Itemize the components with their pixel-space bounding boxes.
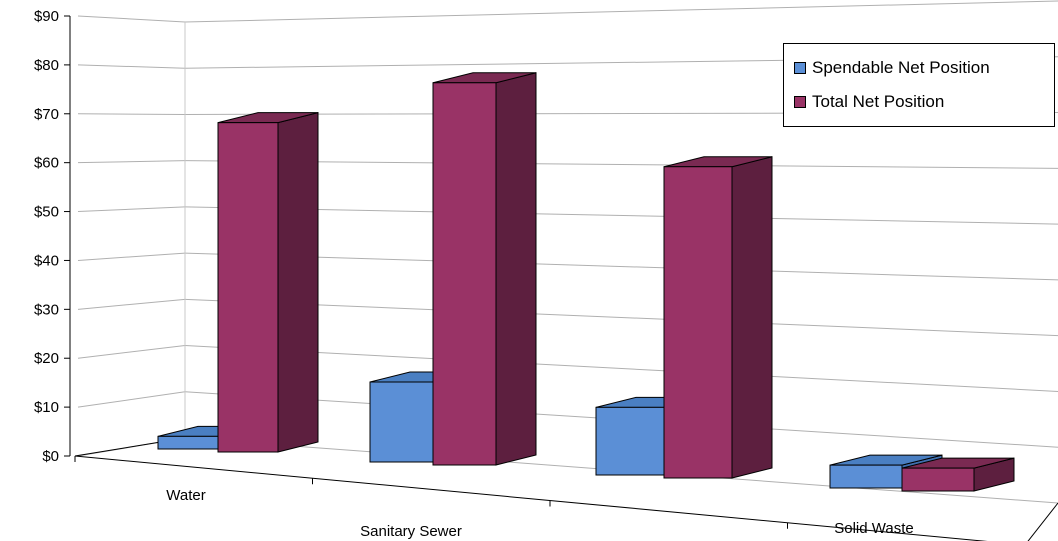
y-tick-label: $50 <box>34 204 59 221</box>
legend-label-spendable: Spendable Net Position <box>812 58 990 77</box>
x-category-label: Solid Waste <box>834 520 913 537</box>
bar-spendable-1 <box>369 381 434 463</box>
gridline-side <box>77 206 186 213</box>
bar-total-1-side <box>495 72 537 466</box>
bar-total-2 <box>663 166 733 479</box>
bar-spendable-0 <box>157 435 219 450</box>
legend-item-spendable: Spendable Net Position <box>794 56 990 80</box>
bar-total-1 <box>432 82 497 466</box>
gridline-back <box>184 206 1058 225</box>
bar-total-0 <box>217 122 279 453</box>
y-tick-label: $80 <box>34 57 59 74</box>
legend-swatch-spendable <box>794 62 806 74</box>
y-tick-label: $20 <box>34 350 59 367</box>
bar-total-0-side <box>277 112 319 453</box>
y-tick-label: $60 <box>34 155 59 172</box>
gridline-side <box>77 160 186 164</box>
gridline-back <box>184 298 1058 337</box>
legend-item-total: Total Net Position <box>794 90 944 114</box>
gridline-back <box>184 252 1058 281</box>
x-category-label: Storm Drainage <box>589 539 694 541</box>
gridline-back <box>184 0 1058 23</box>
bar-spendable-3 <box>829 464 903 489</box>
y-tick-label: $90 <box>34 8 59 25</box>
gridline-side <box>77 252 186 261</box>
x-axis-depth-line <box>1027 502 1058 541</box>
bar-total-3 <box>901 467 975 492</box>
y-tick-label: $10 <box>34 399 59 416</box>
x-category-label: Water <box>166 487 205 504</box>
gridline-side <box>77 345 186 359</box>
gridline-side <box>77 64 186 69</box>
gridline-side <box>77 113 186 115</box>
gridline-back <box>184 345 1058 392</box>
bar-spendable-2 <box>595 406 665 476</box>
gridline-side <box>77 15 186 23</box>
y-tick-label: $30 <box>34 301 59 318</box>
x-axis-category-labels: Water Sanitary Sewer Storm Drainage Solid W… <box>166 487 913 541</box>
y-axis-tick-labels: $0 $10 $20 $30 $40 $50 $60 $70 $80 $90 <box>34 8 70 465</box>
bars <box>157 72 1015 492</box>
gridline-side <box>77 391 186 408</box>
legend-label-total: Total Net Position <box>812 92 945 111</box>
y-tick-label: $70 <box>34 106 59 123</box>
y-tick-label: $40 <box>34 252 59 269</box>
gridline-back <box>184 160 1058 169</box>
gridline-side <box>77 298 186 310</box>
legend-swatch-total <box>794 96 806 108</box>
legend: Spendable Net Position Total Net Positio… <box>783 43 1055 127</box>
bar-total-2-side <box>731 156 773 479</box>
y-tick-label: $0 <box>42 448 59 465</box>
x-category-label: Sanitary Sewer <box>360 523 462 540</box>
grid-lines <box>77 0 1058 504</box>
